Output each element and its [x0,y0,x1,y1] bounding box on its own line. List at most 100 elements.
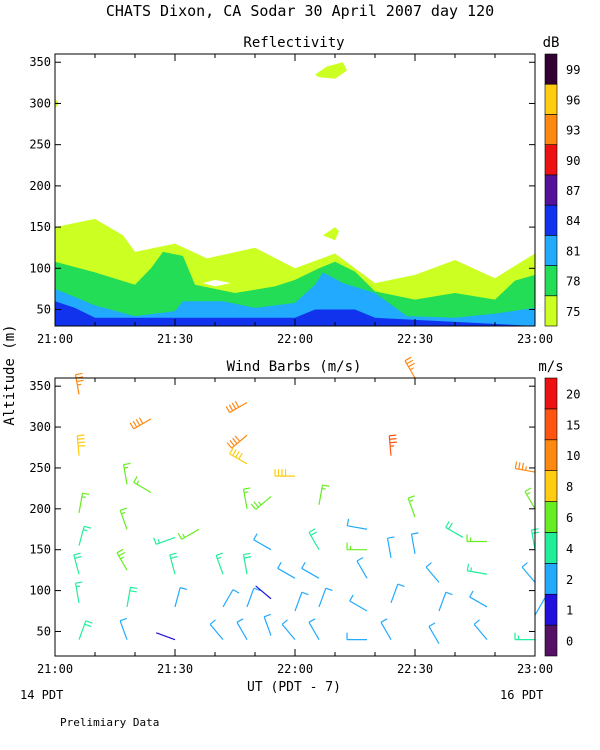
wind-colorbar-swatch-10 [544,439,558,471]
wind-colorbar-swatch-15 [544,408,558,441]
refl-colorbar-swatch-75 [544,295,558,327]
reflectivity-colorbar-unit: dB [543,35,560,51]
wind-barb [78,620,93,640]
refl-ytick-label: 50 [37,303,51,317]
wind-barb [242,552,252,575]
wind-barbs [73,356,552,645]
wind-barb [308,618,320,640]
wind-barb [263,613,272,636]
refl-colorbar-label: 96 [566,93,580,107]
wind-barb [119,507,128,530]
wind-barb [356,556,368,579]
y-axis-label: Altitude (m) [2,324,18,425]
wind-barb [410,532,419,554]
wind-barb [469,590,488,608]
refl-xtick-label: 22:00 [277,332,313,346]
preliminary-note: Prelimiary Data [60,716,159,729]
wind-barb [301,561,320,579]
wind-barbs-axes: 50 100 150 200 250 300 350 21:00 21:30 22:00 22:30… [29,378,553,676]
contour-level-81 [55,272,535,326]
wind-barb [76,434,86,456]
wind-barb [78,525,92,546]
wind-barb [174,587,188,608]
wind-barb [473,619,488,641]
refl-ytick-label: 250 [29,138,51,152]
wind-barb [74,581,83,603]
wind-colorbar-label: 1 [566,604,573,618]
wind-barbs-title: Wind Barbs (m/s) [227,359,362,375]
wind-barb [226,434,248,449]
wind-barbs-frame [54,377,536,657]
end-date-label: 16 PDT [500,688,543,702]
wind-barb [466,563,488,575]
wind-colorbar: 0 1 2 4 6 8 10 15 20 [544,377,580,657]
wind-ytick-label: 350 [29,379,51,393]
wind-barb [250,496,272,510]
wind-barbs-panel: Wind Barbs (m/s) 5010015020025030035021:… [29,356,580,676]
wind-barb [153,536,176,545]
wind-colorbar-swatch-4 [544,532,558,564]
wind-colorbar-swatch-8 [544,470,558,502]
wind-barb [349,594,368,612]
wind-xtick-label: 22:30 [397,662,433,676]
refl-xtick-label: 21:30 [157,332,193,346]
refl-ytick-label: 150 [29,220,51,234]
wind-barb [281,619,296,641]
wind-barb [246,587,261,608]
refl-xtick-label: 21:00 [37,332,73,346]
wind-barb [222,589,240,608]
refl-colorbar-swatch-81 [544,235,558,266]
wind-barb [388,434,397,456]
wind-barb [255,585,272,600]
wind-ytick-label: 200 [29,502,51,516]
wind-barb [133,476,152,493]
wind-barb [209,619,224,641]
wind-colorbar-label: 8 [566,480,573,494]
wind-colorbar-swatch-20 [544,377,558,410]
wind-barb [177,528,200,540]
wind-barb [346,542,367,551]
wind-barb [524,487,536,510]
wind-barb [318,587,333,608]
reflectivity-contours [55,62,535,326]
refl-colorbar-label: 90 [566,154,580,168]
wind-barb [274,469,295,477]
wind-colorbar-swatch-6 [544,501,558,533]
refl-ytick-label: 300 [29,96,51,110]
refl-colorbar-swatch-87 [544,174,558,206]
wind-ytick-label: 300 [29,420,51,434]
refl-colorbar-label: 99 [566,63,580,77]
wind-barb [407,495,416,518]
wind-xtick-label: 22:00 [277,662,313,676]
wind-ytick-label: 250 [29,461,51,475]
reflectivity-title: Reflectivity [243,35,344,51]
wind-barb [129,417,152,430]
refl-colorbar-swatch-96 [544,83,558,115]
wind-barb [466,534,487,543]
refl-colorbar-label: 84 [566,214,580,228]
wind-colorbar-swatch-0 [544,624,558,657]
wind-barb [380,618,392,640]
refl-xtick-label: 22:30 [397,332,433,346]
start-date-label: 14 PDT [20,688,63,702]
reflectivity-axes: 50 100 150 200 250 300 350 21:00 21:30 22:00 22:30… [29,54,553,346]
wind-xtick-label: 21:30 [157,662,193,676]
wind-barb [229,447,248,465]
wind-barb [445,521,464,538]
wind-colorbar-label: 0 [566,635,573,649]
wind-xtick-label: 23:00 [517,662,553,676]
wind-barb [277,561,296,579]
wind-colorbar-label: 6 [566,511,573,525]
wind-ytick-label: 50 [37,624,51,638]
wind-barb [521,562,536,583]
wind-barb [318,484,330,505]
wind-barb [294,591,309,612]
wind-barb [116,548,128,571]
wind-colorbar-swatch-1 [544,593,558,626]
wind-colorbar-label: 4 [566,542,573,556]
wind-xtick-label: 21:00 [37,662,73,676]
refl-colorbar-swatch-90 [544,144,558,176]
reflectivity-colorbar: 75 78 81 84 87 90 93 96 99 [544,53,580,327]
wind-ytick-label: 100 [29,584,51,598]
